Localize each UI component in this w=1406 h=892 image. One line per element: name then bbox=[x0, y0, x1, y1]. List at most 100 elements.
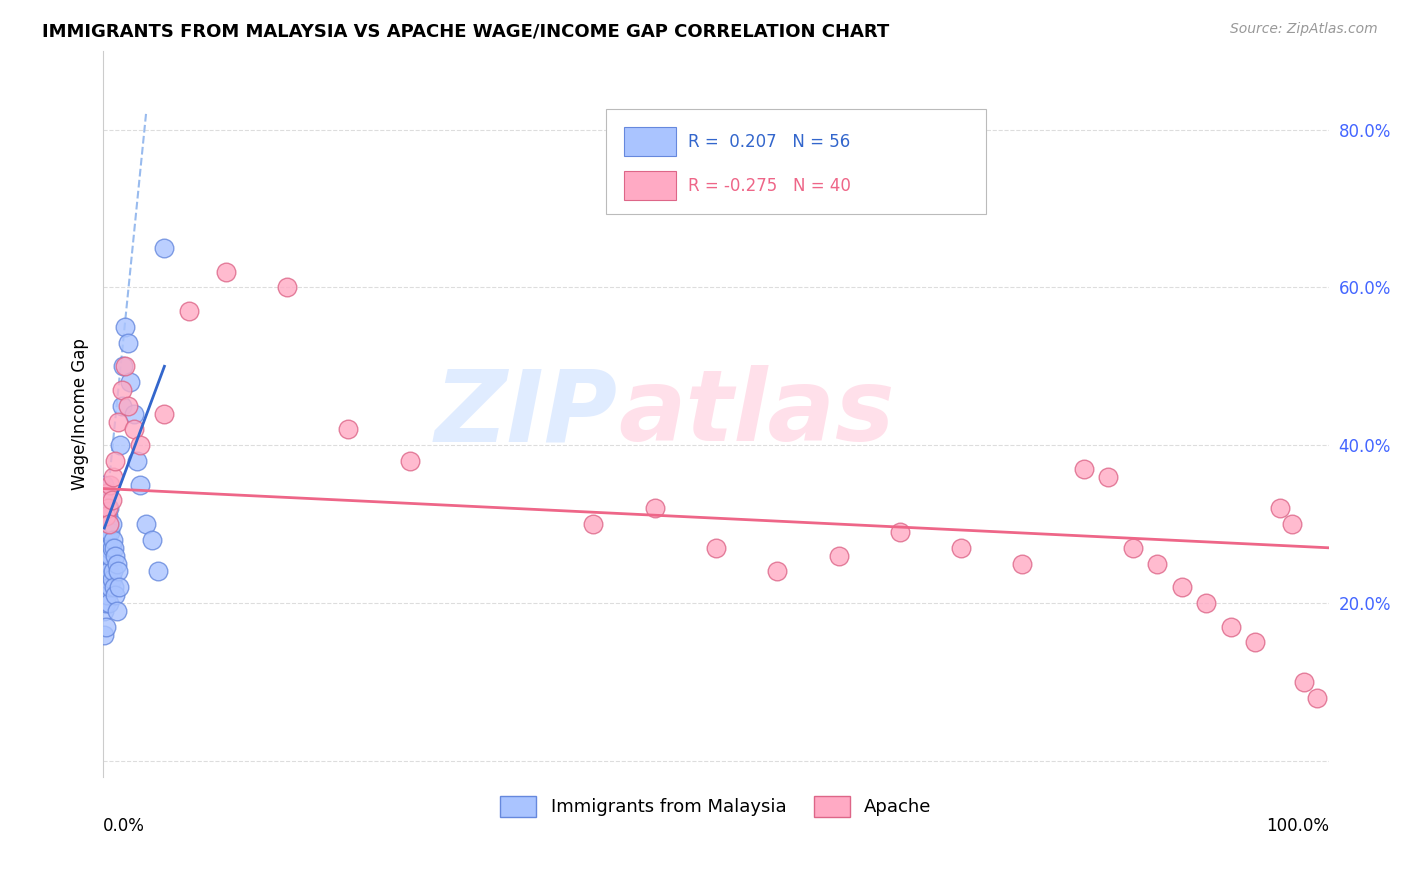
Point bbox=[104, 588, 127, 602]
Point bbox=[950, 541, 973, 555]
Point bbox=[100, 549, 122, 563]
Point bbox=[93, 533, 115, 547]
FancyBboxPatch shape bbox=[606, 109, 986, 214]
Point bbox=[97, 524, 120, 539]
Point bbox=[1305, 690, 1327, 705]
Point bbox=[105, 557, 128, 571]
Point bbox=[100, 517, 122, 532]
Point bbox=[96, 549, 118, 563]
Point bbox=[111, 359, 134, 374]
Legend: Immigrants from Malaysia, Apache: Immigrants from Malaysia, Apache bbox=[491, 787, 941, 826]
Point bbox=[107, 565, 129, 579]
Point bbox=[105, 604, 128, 618]
Text: R =  0.207   N = 56: R = 0.207 N = 56 bbox=[688, 133, 851, 151]
Point bbox=[127, 454, 149, 468]
FancyBboxPatch shape bbox=[624, 128, 675, 156]
Point bbox=[97, 509, 120, 524]
Point bbox=[1146, 557, 1168, 571]
Point bbox=[1281, 517, 1303, 532]
Point bbox=[98, 596, 121, 610]
Point bbox=[114, 359, 136, 374]
Point bbox=[148, 565, 170, 579]
Point bbox=[94, 541, 117, 555]
Point bbox=[766, 565, 789, 579]
Point bbox=[98, 541, 121, 555]
Point bbox=[101, 470, 124, 484]
Text: 0.0%: 0.0% bbox=[103, 816, 145, 835]
Text: 100.0%: 100.0% bbox=[1265, 816, 1329, 835]
Point bbox=[704, 541, 727, 555]
Point bbox=[889, 524, 911, 539]
Point bbox=[129, 438, 152, 452]
Y-axis label: Wage/Income Gap: Wage/Income Gap bbox=[72, 338, 89, 490]
Point bbox=[337, 422, 360, 436]
Text: atlas: atlas bbox=[617, 365, 894, 462]
Point bbox=[122, 422, 145, 436]
Point bbox=[96, 517, 118, 532]
Point bbox=[96, 565, 118, 579]
Point bbox=[177, 304, 200, 318]
Point bbox=[110, 438, 132, 452]
Point bbox=[101, 533, 124, 547]
Point bbox=[100, 541, 122, 555]
Point bbox=[101, 565, 124, 579]
Point bbox=[114, 319, 136, 334]
Point bbox=[94, 524, 117, 539]
Point bbox=[644, 501, 666, 516]
Point bbox=[1122, 541, 1144, 555]
Point bbox=[110, 399, 132, 413]
Point bbox=[104, 549, 127, 563]
Point bbox=[276, 280, 298, 294]
Point bbox=[153, 241, 176, 255]
Point bbox=[1195, 596, 1218, 610]
Point bbox=[96, 533, 118, 547]
Point bbox=[96, 588, 118, 602]
Point bbox=[98, 501, 121, 516]
FancyBboxPatch shape bbox=[624, 171, 675, 201]
Point bbox=[104, 454, 127, 468]
Point bbox=[93, 477, 115, 491]
Point bbox=[107, 415, 129, 429]
Point bbox=[135, 517, 157, 532]
Text: Source: ZipAtlas.com: Source: ZipAtlas.com bbox=[1230, 22, 1378, 37]
Point bbox=[100, 524, 122, 539]
Point bbox=[110, 383, 132, 397]
Point bbox=[93, 493, 115, 508]
Point bbox=[100, 580, 122, 594]
Point bbox=[96, 485, 118, 500]
Point bbox=[398, 454, 420, 468]
Point bbox=[582, 517, 605, 532]
Point bbox=[153, 407, 176, 421]
Point bbox=[93, 580, 115, 594]
Point bbox=[94, 557, 117, 571]
Point bbox=[122, 407, 145, 421]
Point bbox=[93, 604, 115, 618]
Text: IMMIGRANTS FROM MALAYSIA VS APACHE WAGE/INCOME GAP CORRELATION CHART: IMMIGRANTS FROM MALAYSIA VS APACHE WAGE/… bbox=[42, 22, 890, 40]
Point bbox=[98, 517, 121, 532]
Point bbox=[94, 620, 117, 634]
Text: R = -0.275   N = 40: R = -0.275 N = 40 bbox=[688, 177, 851, 194]
Point bbox=[103, 580, 125, 594]
Point bbox=[103, 541, 125, 555]
Point bbox=[98, 517, 121, 532]
Point bbox=[93, 509, 115, 524]
Point bbox=[129, 477, 152, 491]
Point bbox=[215, 265, 238, 279]
Point bbox=[94, 509, 117, 524]
Point bbox=[1170, 580, 1192, 594]
Point bbox=[117, 399, 139, 413]
Point bbox=[97, 573, 120, 587]
Point bbox=[1294, 675, 1316, 690]
Point bbox=[94, 573, 117, 587]
Point bbox=[97, 501, 120, 516]
Point bbox=[100, 573, 122, 587]
Point bbox=[94, 596, 117, 610]
Point bbox=[120, 375, 142, 389]
Point bbox=[93, 627, 115, 641]
Point bbox=[1011, 557, 1033, 571]
Point bbox=[117, 335, 139, 350]
Point bbox=[141, 533, 163, 547]
Point bbox=[100, 493, 122, 508]
Point bbox=[1097, 470, 1119, 484]
Point bbox=[97, 541, 120, 555]
